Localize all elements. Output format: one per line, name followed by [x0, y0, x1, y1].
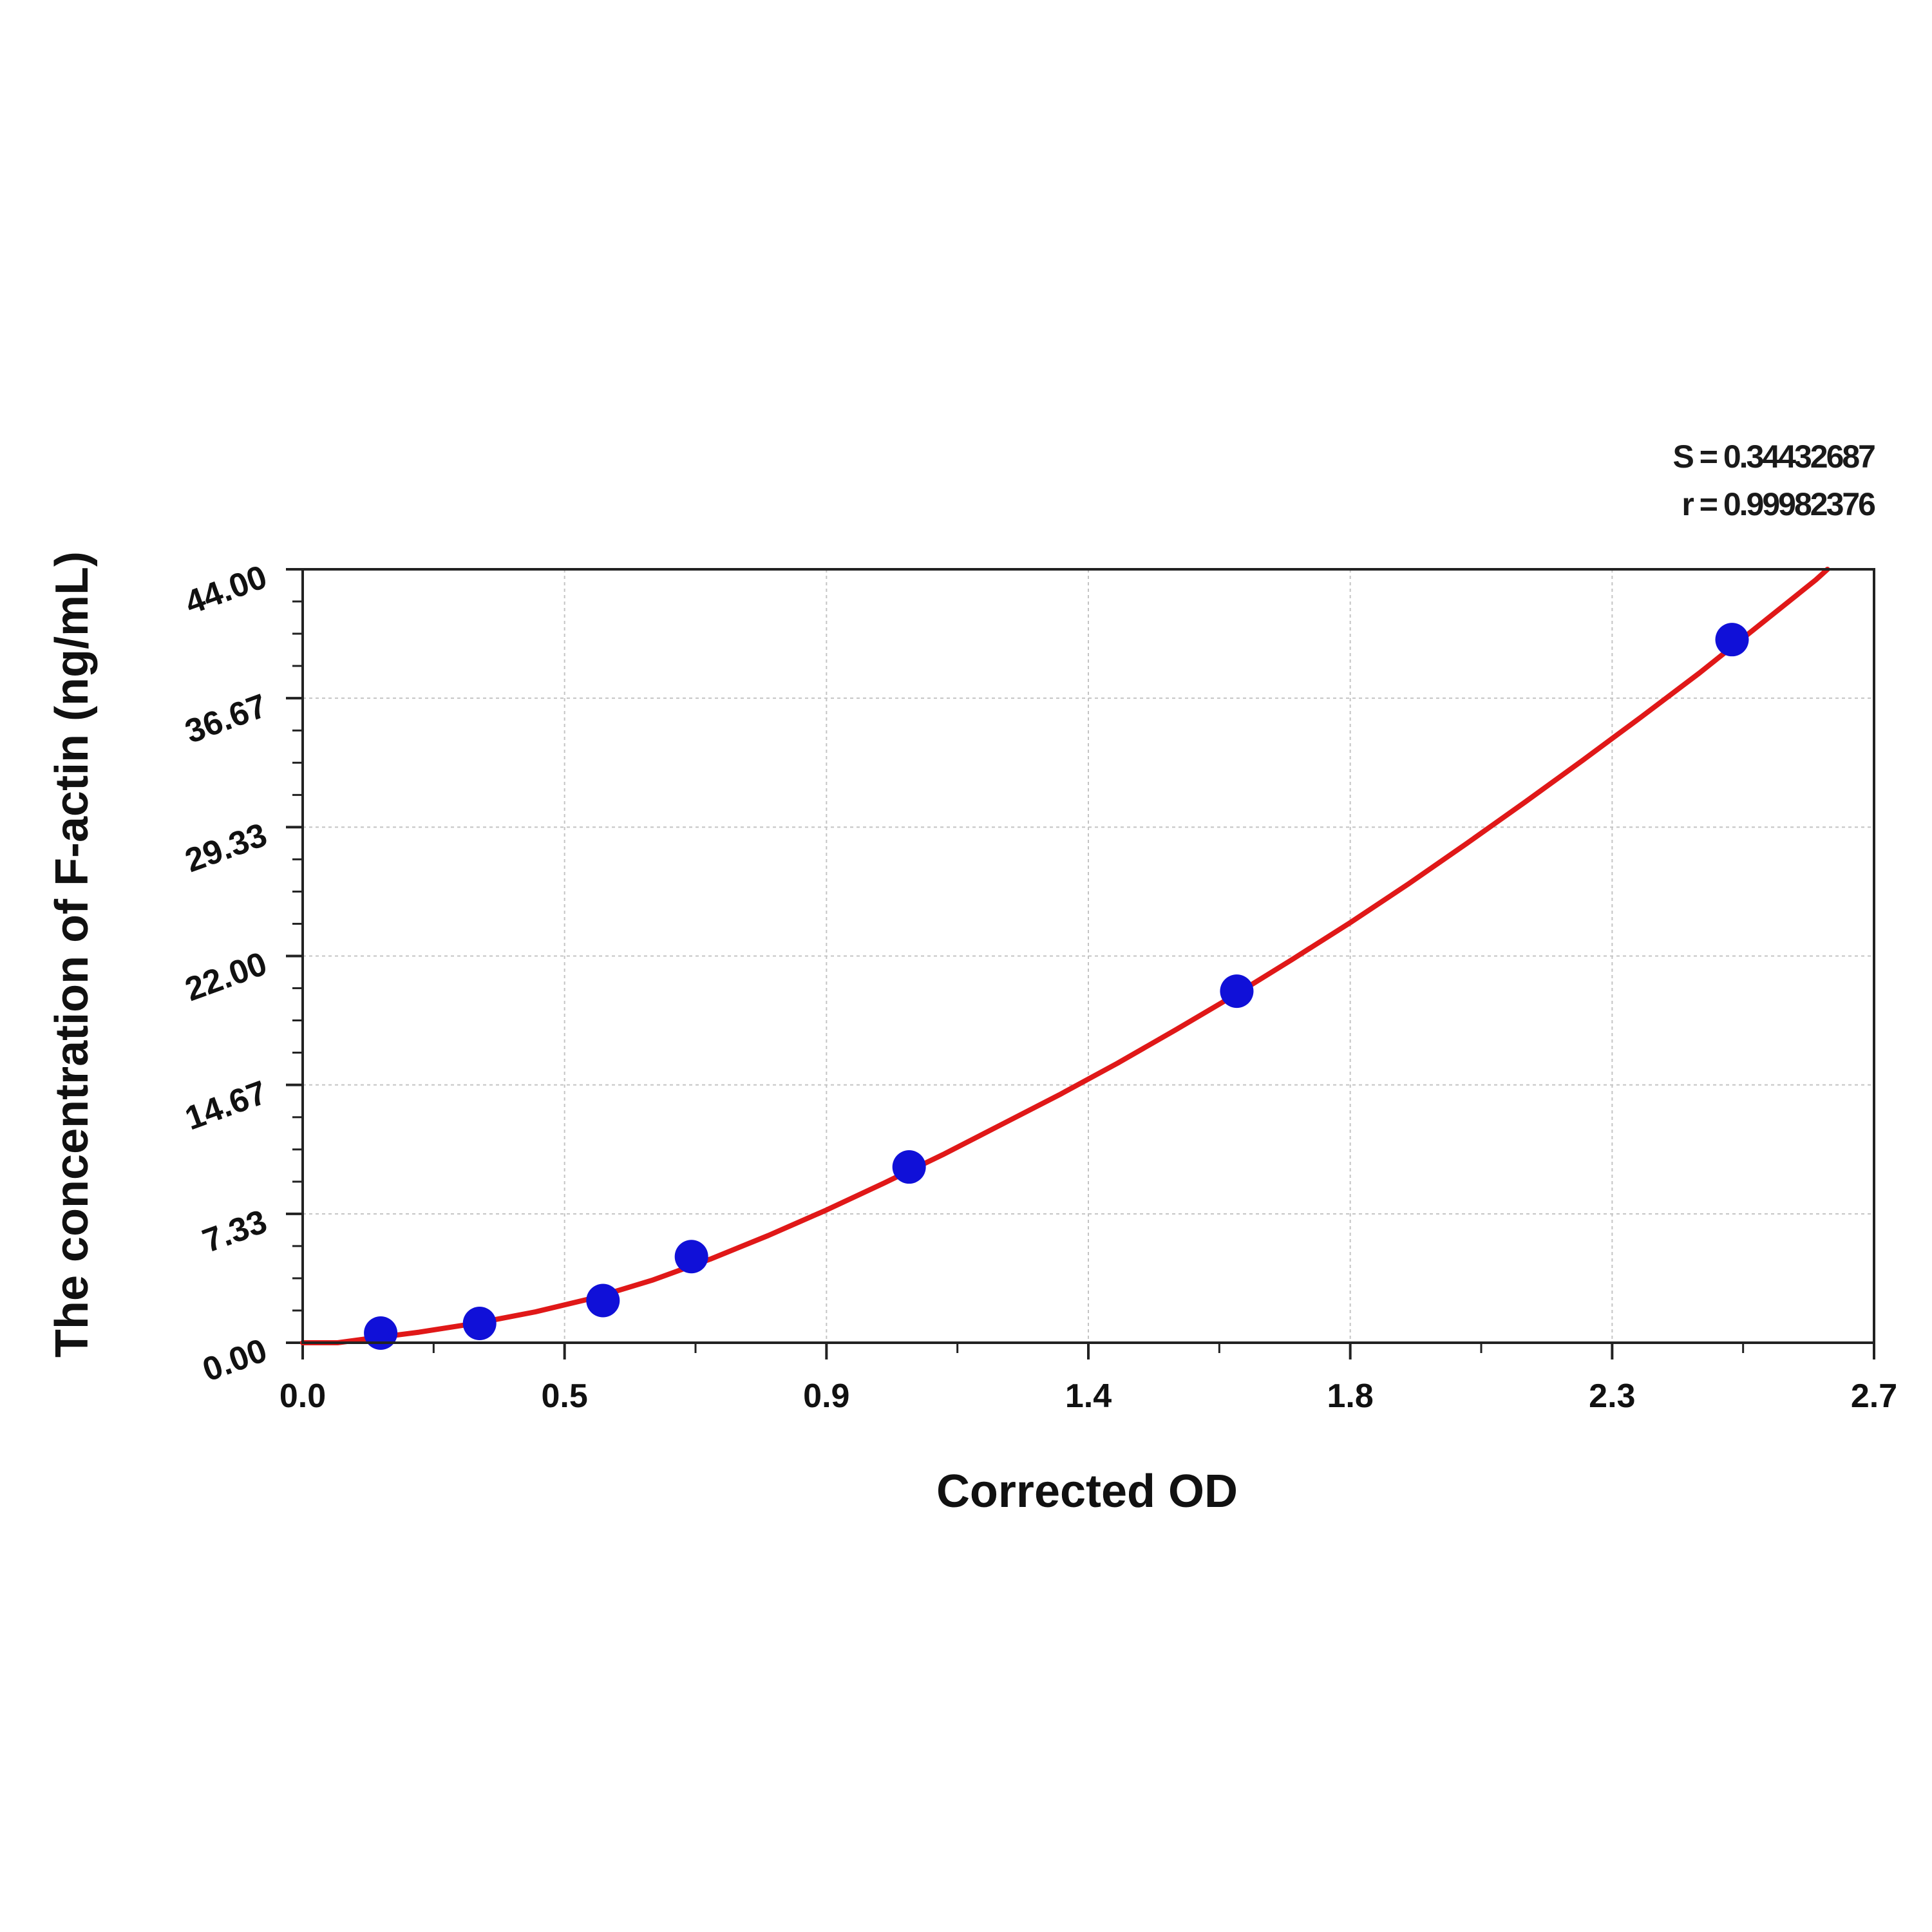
x-tick-label-4: 1.8	[1327, 1378, 1374, 1415]
y-tick-label-2: 14.67	[180, 1074, 272, 1137]
data-point-3	[586, 1283, 620, 1318]
y-tick-label-5: 36.67	[180, 687, 272, 751]
x-tick-label-1: 0.5	[542, 1378, 588, 1415]
x-tick-label-0: 0.0	[279, 1378, 326, 1415]
data-points-layer	[364, 623, 1749, 1350]
fit-curve-line	[300, 567, 1830, 1345]
x-tick-label-6: 2.7	[1851, 1378, 1897, 1415]
y-tick-label-4: 29.33	[180, 816, 272, 880]
y-tick-label-0: 0.00	[198, 1332, 272, 1389]
data-point-2	[462, 1306, 497, 1340]
fit-curve-layer	[300, 567, 1830, 1345]
stat-r-value: r = 0.99982376	[1681, 486, 1875, 522]
data-point-4	[674, 1240, 708, 1274]
data-point-7	[1715, 623, 1749, 657]
data-point-6	[1220, 974, 1254, 1009]
x-axis-title: Corrected OD	[936, 1466, 1238, 1517]
x-tick-label-3: 1.4	[1065, 1378, 1112, 1415]
y-tick-label-3: 22.00	[180, 945, 272, 1009]
data-point-1	[364, 1316, 398, 1350]
y-tick-label-1: 7.33	[198, 1203, 272, 1260]
ticks-layer	[286, 568, 1875, 1359]
grid-layer	[303, 569, 1874, 1343]
y-tick-label-6: 44.00	[180, 558, 272, 622]
x-tick-label-5: 2.3	[1589, 1378, 1635, 1415]
data-point-5	[892, 1150, 926, 1184]
y-axis-title: The concentration of F-actin (ng/mL)	[46, 551, 98, 1358]
stat-s-value: S = 0.34432687	[1673, 439, 1875, 475]
x-tick-label-2: 0.9	[803, 1378, 849, 1415]
plot-frame	[301, 568, 1875, 1344]
tick-labels-layer: 0.0 0.5 0.9 1.4 1.8 2.3 2.7 0.00 7.33 14.67 22.00 2…	[180, 558, 1897, 1415]
